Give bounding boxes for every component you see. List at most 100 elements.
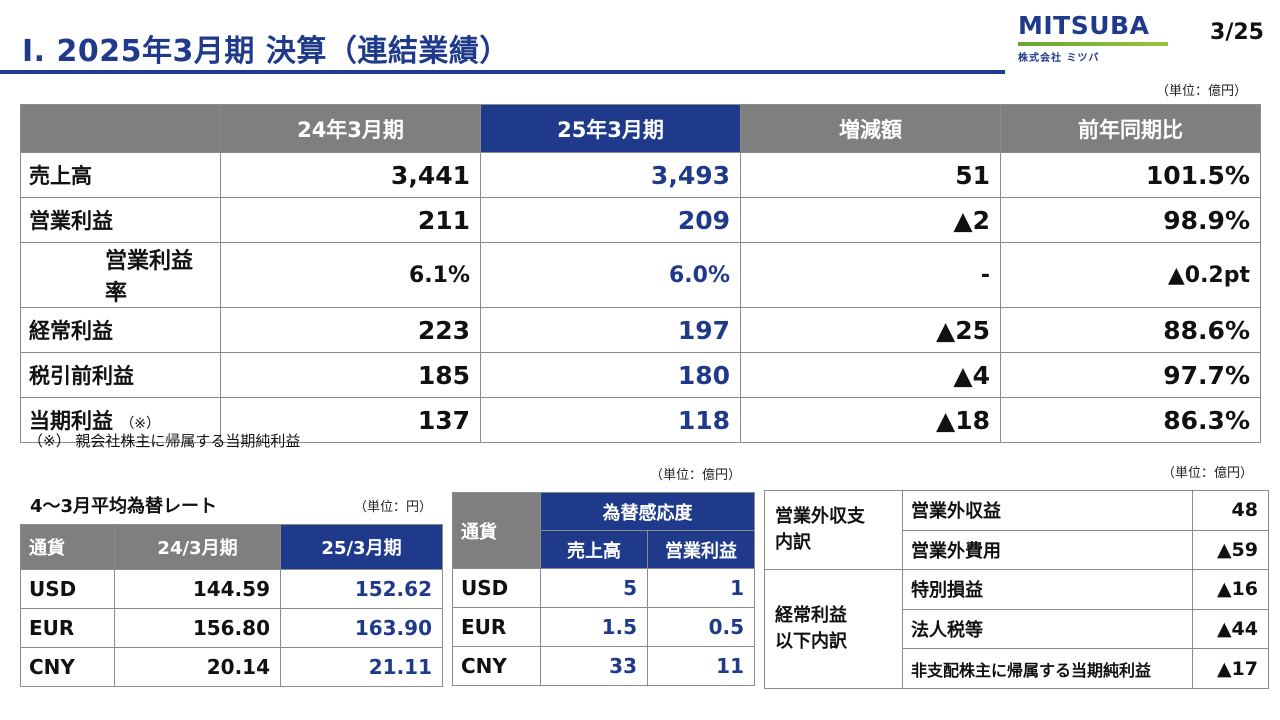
cell-prev: 3,441 [220,152,481,198]
table-row: 当期利益 （※） 137 118 ▲18 86.3% [20,397,1261,443]
header-blank [20,104,221,153]
cell-prev: 137 [220,397,481,443]
table-row: 営業外費用 ▲59 [765,529,1269,571]
row-label: 売上高 [20,152,221,198]
group-label-line: 営業外収支 [775,506,865,528]
footnote: （※） 親会社株主に帰属する当期純利益 [28,432,301,450]
cell-curr: 180 [480,352,741,398]
cell-curr: 197 [480,307,741,353]
header-currency: 通貨 [452,492,541,569]
table-row: 営業利益率 6.1% 6.0% - ▲0.2pt [20,242,1261,308]
cell-sales: 33 [540,646,648,686]
fx-sensitivity-table: 通貨 為替感応度 売上高 営業利益 USD 5 1 EUR 1.5 0.5 CN… [452,492,755,686]
logo-wordmark: MITSUBA [1018,11,1150,40]
table-row: EUR 156.80 163.90 [20,608,443,648]
table-row: EUR 1.5 0.5 [452,607,755,647]
fx-unit-label: （単位：円） [354,500,433,515]
cell-yoy: 88.6% [1000,307,1261,353]
cell-sales: 5 [540,568,648,608]
cell-curr: 209 [480,197,741,243]
item-value: ▲44 [1192,608,1269,650]
header-fy2024: 24/3月期 [114,524,281,570]
cell-yoy: 98.9% [1000,197,1261,243]
cell-op: 1 [647,568,755,608]
table-row: USD 144.59 152.62 [20,569,443,609]
cell-prev: 223 [220,307,481,353]
currency-code: USD [452,568,541,608]
table-row: CNY 20.14 21.11 [20,647,443,687]
cell-yoy: ▲0.2pt [1000,242,1261,308]
group-label-below-ordinary: 経常利益 以下内訳 [764,569,903,689]
header-currency: 通貨 [20,524,115,570]
item-value: ▲17 [1192,648,1269,689]
title-underline [0,70,1005,74]
cell-prev: 6.1% [220,242,481,308]
header-fy2024: 24年3月期 [220,104,481,153]
header-fy2025: 25年3月期 [480,104,741,153]
main-unit-label: （単位：億円） [1156,84,1248,99]
table-row: 法人税等 ▲44 [765,608,1269,650]
cell-curr: 163.90 [280,608,443,648]
cell-curr: 3,493 [480,152,741,198]
non-operating-breakdown-table: 営業外収支 内訳 営業外収益 48 営業外費用 ▲59 経常利益 以下内訳 特別… [764,489,1269,689]
logo-subtitle: 株式会社 ミツバ [1018,53,1100,64]
header-sensitivity: 為替感応度 [540,492,755,531]
table-row: USD 5 1 [452,568,755,608]
item-label: 非支配株主に帰属する当期純利益 [902,648,1193,689]
note-mark: （※） [120,416,161,432]
cell-prev: 144.59 [114,569,281,609]
table-row: 経常利益 223 197 ▲25 88.6% [20,307,1261,353]
cell-prev: 185 [220,352,481,398]
header-operating-income: 営業利益 [647,530,755,569]
consolidated-results-table: 24年3月期 25年3月期 増減額 前年同期比 売上高 3,441 3,493 … [20,104,1261,443]
item-value: 48 [1192,490,1269,531]
row-label: 営業利益率 [20,242,221,308]
item-label: 営業外収益 [902,490,1193,531]
header-sales: 売上高 [540,530,648,569]
row-label: 当期利益 [29,409,113,433]
group-label-line: 内訳 [775,532,811,554]
currency-code: EUR [452,607,541,647]
nonop-unit-label: （単位：億円） [1162,466,1254,481]
cell-curr: 118 [480,397,741,443]
table-row: 売上高 3,441 3,493 51 101.5% [20,152,1261,198]
currency-code: EUR [20,608,115,648]
cell-prev: 211 [220,197,481,243]
currency-code: CNY [20,647,115,687]
header-yoy: 前年同期比 [1000,104,1261,153]
table-header-row: 24年3月期 25年3月期 増減額 前年同期比 [20,104,1261,153]
cell-prev: 20.14 [114,647,281,687]
cell-change: 51 [740,152,1001,198]
table-header-row: 通貨 為替感応度 [452,492,755,569]
page-title: Ⅰ. 2025年3月期 決算（連結業績） [22,34,510,69]
logo-green-bar [1018,42,1168,46]
table-row: 営業利益 211 209 ▲2 98.9% [20,197,1261,243]
header-fy2025: 25/3月期 [280,524,443,570]
table-subheader-row: 売上高 営業利益 [453,530,755,569]
table-row: 営業外収支 内訳 営業外収益 48 [764,489,1269,571]
company-logo: MITSUBA 株式会社 ミツバ [1018,12,1170,64]
item-label: 営業外費用 [902,529,1193,571]
group-label-line: 経常利益 [775,605,847,627]
cell-change: ▲4 [740,352,1001,398]
row-label: 経常利益 [20,307,221,353]
cell-curr: 21.11 [280,647,443,687]
sensitivity-unit-label: （単位：億円） [650,468,742,483]
cell-change: ▲25 [740,307,1001,353]
item-value: ▲59 [1192,529,1269,571]
group-label-nonop: 営業外収支 内訳 [764,489,903,571]
table-header-row: 通貨 24/3月期 25/3月期 [20,524,443,570]
cell-curr: 152.62 [280,569,443,609]
fx-rate-table: 通貨 24/3月期 25/3月期 USD 144.59 152.62 EUR 1… [20,524,443,687]
header-change: 増減額 [740,104,1001,153]
cell-change: ▲2 [740,197,1001,243]
currency-code: USD [20,569,115,609]
table-row: 経常利益 以下内訳 特別損益 ▲16 [764,569,1269,689]
cell-yoy: 97.7% [1000,352,1261,398]
currency-code: CNY [452,646,541,686]
item-label: 特別損益 [902,569,1193,610]
row-label: 営業利益 [20,197,221,243]
cell-curr: 6.0% [480,242,741,308]
row-label: 税引前利益 [20,352,221,398]
cell-prev: 156.80 [114,608,281,648]
